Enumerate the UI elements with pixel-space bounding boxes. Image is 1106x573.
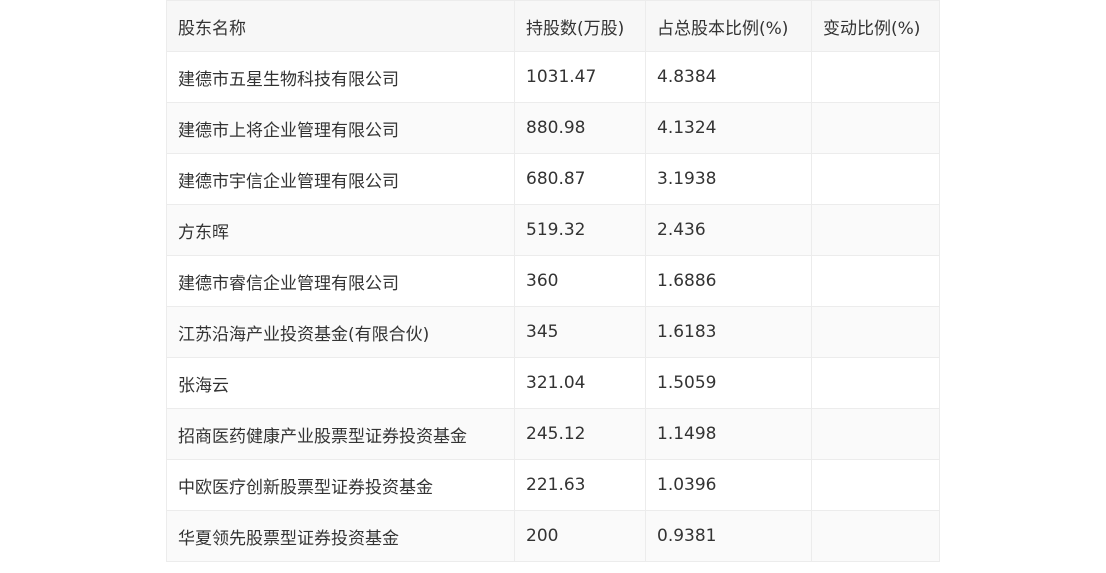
cell-name: 建德市上将企业管理有限公司 (166, 102, 515, 154)
header-change: 变动比例(%) (811, 0, 940, 52)
cell-change (811, 153, 940, 205)
cell-change (811, 204, 940, 256)
cell-name: 建德市睿信企业管理有限公司 (166, 255, 515, 307)
cell-change (811, 102, 940, 154)
cell-change (811, 459, 940, 511)
cell-change (811, 306, 940, 358)
cell-ratio: 3.1938 (645, 153, 812, 205)
cell-name: 张海云 (166, 357, 515, 409)
header-shares: 持股数(万股) (514, 0, 646, 52)
cell-shares: 1031.47 (514, 51, 646, 103)
table-row: 中欧医疗创新股票型证券投资基金 221.63 1.0396 (166, 459, 940, 511)
table-row: 华夏领先股票型证券投资基金 200 0.9381 (166, 510, 940, 562)
cell-ratio: 4.8384 (645, 51, 812, 103)
table-row: 招商医药健康产业股票型证券投资基金 245.12 1.1498 (166, 408, 940, 460)
cell-change (811, 255, 940, 307)
cell-change (811, 357, 940, 409)
cell-shares: 360 (514, 255, 646, 307)
cell-name: 方东晖 (166, 204, 515, 256)
cell-ratio: 2.436 (645, 204, 812, 256)
cell-ratio: 4.1324 (645, 102, 812, 154)
cell-shares: 245.12 (514, 408, 646, 460)
cell-ratio: 1.6183 (645, 306, 812, 358)
table-row: 建德市上将企业管理有限公司 880.98 4.1324 (166, 102, 940, 154)
cell-name: 江苏沿海产业投资基金(有限合伙) (166, 306, 515, 358)
cell-shares: 345 (514, 306, 646, 358)
cell-shares: 200 (514, 510, 646, 562)
table-row: 建德市睿信企业管理有限公司 360 1.6886 (166, 255, 940, 307)
cell-shares: 680.87 (514, 153, 646, 205)
cell-ratio: 1.6886 (645, 255, 812, 307)
header-ratio: 占总股本比例(%) (645, 0, 812, 52)
cell-change (811, 510, 940, 562)
table-row: 江苏沿海产业投资基金(有限合伙) 345 1.6183 (166, 306, 940, 358)
cell-change (811, 51, 940, 103)
cell-shares: 519.32 (514, 204, 646, 256)
cell-ratio: 1.1498 (645, 408, 812, 460)
table-row: 建德市宇信企业管理有限公司 680.87 3.1938 (166, 153, 940, 205)
cell-shares: 221.63 (514, 459, 646, 511)
cell-name: 华夏领先股票型证券投资基金 (166, 510, 515, 562)
table-row: 方东晖 519.32 2.436 (166, 204, 940, 256)
table-row: 建德市五星生物科技有限公司 1031.47 4.8384 (166, 51, 940, 103)
table-header-row: 股东名称 持股数(万股) 占总股本比例(%) 变动比例(%) (166, 0, 940, 52)
cell-name: 中欧医疗创新股票型证券投资基金 (166, 459, 515, 511)
cell-ratio: 1.5059 (645, 357, 812, 409)
cell-ratio: 1.0396 (645, 459, 812, 511)
cell-ratio: 0.9381 (645, 510, 812, 562)
cell-change (811, 408, 940, 460)
cell-shares: 321.04 (514, 357, 646, 409)
table-row: 张海云 321.04 1.5059 (166, 357, 940, 409)
cell-name: 建德市宇信企业管理有限公司 (166, 153, 515, 205)
cell-name: 招商医药健康产业股票型证券投资基金 (166, 408, 515, 460)
shareholders-table: 股东名称 持股数(万股) 占总股本比例(%) 变动比例(%) 建德市五星生物科技… (166, 0, 940, 562)
cell-shares: 880.98 (514, 102, 646, 154)
cell-name: 建德市五星生物科技有限公司 (166, 51, 515, 103)
header-name: 股东名称 (166, 0, 515, 52)
